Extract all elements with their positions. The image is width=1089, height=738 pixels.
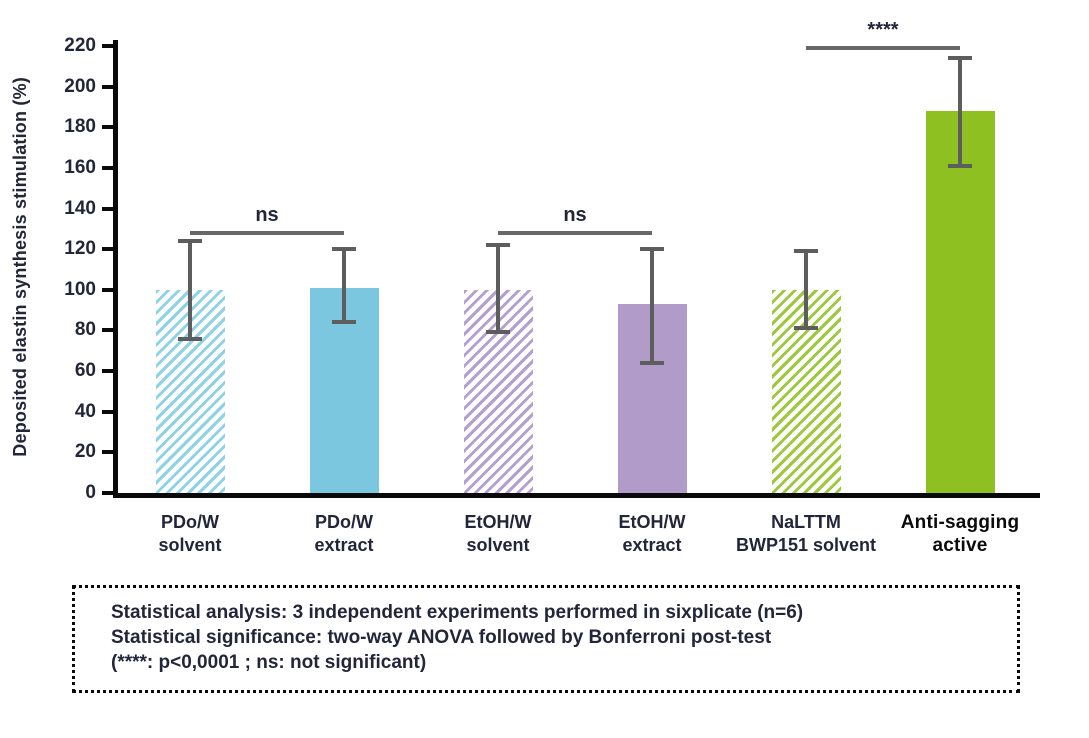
- y-tick: [102, 206, 113, 211]
- significance-label: ****: [867, 19, 899, 41]
- error-bar-cap-top: [332, 247, 356, 252]
- y-tick: [102, 409, 113, 414]
- error-bar: [804, 251, 808, 329]
- significance-label: ns: [563, 203, 587, 226]
- error-bar-cap-bottom: [178, 336, 202, 341]
- significance-label: ns: [255, 203, 279, 226]
- stats-line-3: (****: p<0,0001 ; ns: not significant): [111, 652, 427, 673]
- y-tick: [102, 165, 113, 170]
- y-tick: [102, 328, 113, 333]
- y-tick-label: 80: [74, 319, 96, 341]
- y-tick: [102, 84, 113, 89]
- y-tick-label: 20: [74, 441, 96, 463]
- y-tick-label: 120: [64, 238, 96, 260]
- y-tick: [102, 247, 113, 252]
- x-category-label: EtOH/W solvent: [464, 512, 532, 555]
- y-tick-label: 100: [64, 278, 96, 300]
- error-bar: [650, 249, 654, 363]
- error-bar-cap-top: [640, 247, 664, 252]
- error-bar-cap-top: [794, 249, 818, 254]
- significance-line: [806, 46, 960, 50]
- y-tick: [102, 369, 113, 374]
- y-tick-label: 60: [74, 360, 96, 382]
- error-bar: [958, 58, 962, 166]
- error-bar-cap-bottom: [794, 326, 818, 331]
- y-tick: [102, 125, 113, 130]
- y-tick-label: 140: [64, 197, 96, 219]
- y-tick-label: 180: [64, 116, 96, 138]
- y-tick-label: 40: [74, 400, 96, 422]
- x-category-label: Anti-sagging active: [900, 512, 1020, 556]
- y-axis-title-text: Deposited elastin synthesis stimulation …: [10, 76, 30, 457]
- error-bar: [496, 245, 500, 333]
- error-bar-cap-bottom: [486, 330, 510, 335]
- error-bar-cap-top: [178, 239, 202, 244]
- y-axis-title: Deposited elastin synthesis stimulation …: [10, 40, 31, 493]
- error-bar-cap-bottom: [948, 163, 972, 168]
- bar: [925, 111, 995, 493]
- x-category-label: PDo/W extract: [314, 512, 374, 555]
- stats-line-2: Statistical significance: two-way ANOVA …: [111, 627, 772, 648]
- y-tick-label: 220: [64, 35, 96, 56]
- stats-line-1: Statistical analysis: 3 independent expe…: [111, 602, 804, 623]
- x-category-label: EtOH/W extract: [618, 512, 686, 555]
- error-bar-cap-bottom: [640, 360, 664, 365]
- y-tick-label: 0: [85, 482, 96, 503]
- x-axis-line: [113, 493, 1040, 498]
- error-bar-cap-bottom: [332, 320, 356, 325]
- error-bar-cap-top: [948, 56, 972, 61]
- y-tick: [102, 287, 113, 292]
- y-tick: [102, 44, 113, 48]
- x-category-label: PDo/W solvent: [158, 512, 222, 555]
- y-tick: [102, 450, 113, 455]
- error-bar-cap-top: [486, 243, 510, 248]
- stats-annotation-box: Statistical analysis: 3 independent expe…: [72, 585, 1020, 693]
- x-category-label: NaLTTM BWP151 solvent: [735, 512, 877, 555]
- significance-line: [498, 230, 652, 235]
- y-tick-label: 200: [64, 75, 96, 97]
- y-tick: [102, 491, 113, 495]
- y-tick-label: 160: [64, 156, 96, 178]
- y-axis-line: [113, 40, 118, 498]
- error-bar: [342, 249, 346, 323]
- error-bar: [188, 241, 192, 339]
- significance-line: [190, 230, 344, 235]
